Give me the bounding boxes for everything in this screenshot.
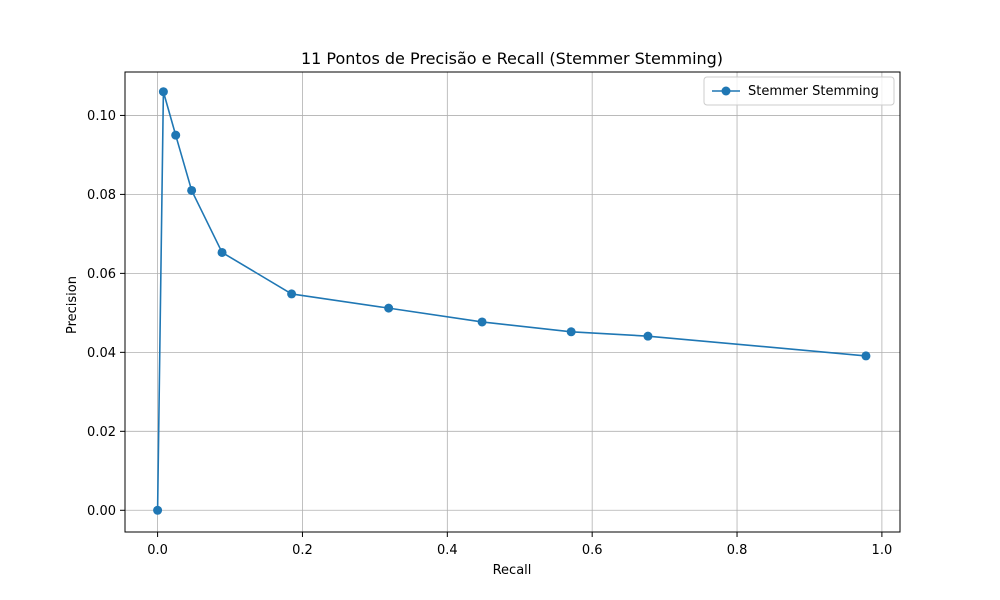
legend-box bbox=[703, 76, 895, 106]
axes: 0.0 0.2 0.4 0.6 0.8 1.0 0.00 0.02 0.04 0.06 0.08 0.… bbox=[87, 71, 901, 558]
grid-lines bbox=[125, 72, 900, 532]
legend-label: Stemmer Stemming bbox=[748, 84, 879, 99]
data-point bbox=[861, 351, 871, 361]
y-tick-label: 0.00 bbox=[87, 504, 116, 519]
data-point bbox=[477, 317, 487, 327]
x-tick-label: 0.6 bbox=[582, 543, 603, 558]
legend: Stemmer Stemming bbox=[703, 76, 895, 106]
y-tick-label: 0.10 bbox=[87, 109, 116, 124]
y-axis-label: Precision bbox=[65, 276, 80, 334]
data-point bbox=[384, 303, 394, 313]
data-point bbox=[171, 130, 181, 140]
y-tick-label: 0.08 bbox=[87, 188, 116, 203]
chart-title: 11 Pontos de Precisão e Recall (Stemmer … bbox=[301, 49, 723, 68]
plot-frame bbox=[124, 71, 901, 533]
series-layer bbox=[153, 87, 871, 515]
x-axis-label: Recall bbox=[493, 563, 532, 578]
x-tick-label: 0.0 bbox=[147, 543, 168, 558]
x-tick-label: 0.4 bbox=[437, 543, 458, 558]
data-point bbox=[217, 247, 227, 257]
data-point bbox=[287, 289, 297, 299]
data-point bbox=[566, 327, 576, 337]
x-tick-label: 0.8 bbox=[727, 543, 748, 558]
data-point bbox=[158, 87, 168, 97]
y-tick-label: 0.02 bbox=[87, 425, 116, 440]
x-tick-label: 0.2 bbox=[292, 543, 313, 558]
data-point bbox=[643, 331, 653, 341]
legend-marker-swatch bbox=[721, 86, 731, 96]
x-tick-label: 1.0 bbox=[872, 543, 893, 558]
data-point bbox=[187, 185, 197, 195]
y-tick-label: 0.04 bbox=[87, 346, 116, 361]
y-tick-label: 0.06 bbox=[87, 267, 116, 282]
data-point bbox=[153, 505, 163, 515]
